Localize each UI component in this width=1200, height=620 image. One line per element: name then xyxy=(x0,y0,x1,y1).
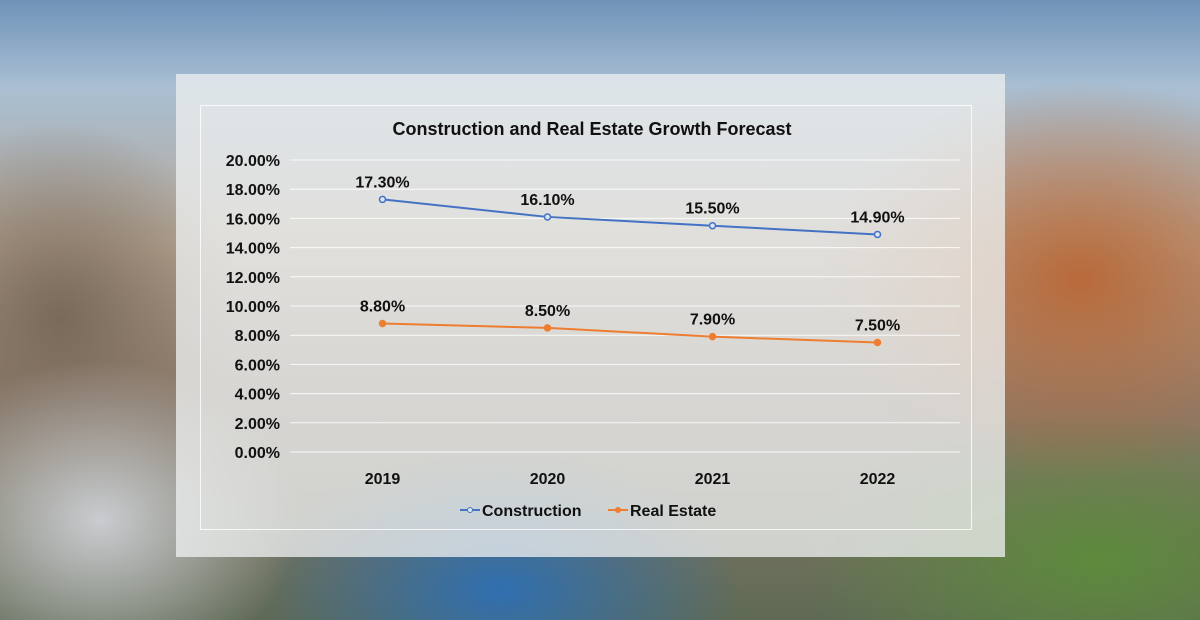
y-tick-label: 16.00% xyxy=(226,211,280,228)
x-tick-label: 2020 xyxy=(530,471,566,488)
chart-title: Construction and Real Estate Growth Fore… xyxy=(392,119,791,139)
x-tick-label: 2019 xyxy=(365,471,401,488)
y-tick-label: 2.00% xyxy=(235,416,280,433)
y-tick-label: 12.00% xyxy=(226,270,280,287)
y-tick-label: 14.00% xyxy=(226,241,280,258)
data-label: 8.80% xyxy=(360,299,405,316)
y-tick-label: 6.00% xyxy=(235,357,280,374)
data-point xyxy=(873,338,882,347)
legend-label: Real Estate xyxy=(630,503,716,520)
data-label: 7.90% xyxy=(690,312,735,329)
data-label: 8.50% xyxy=(525,303,570,320)
y-tick-label: 4.00% xyxy=(235,387,280,404)
chart-frame xyxy=(200,105,972,530)
series-line-construction xyxy=(382,198,878,236)
legend-marker xyxy=(615,507,621,513)
data-label: 7.50% xyxy=(855,318,900,335)
chart-panel xyxy=(176,74,1005,557)
x-tick-label: 2021 xyxy=(695,471,731,488)
data-point xyxy=(543,213,552,221)
data-point xyxy=(543,324,552,332)
series-line-real-estate xyxy=(382,322,878,344)
data-label: 16.10% xyxy=(520,192,574,209)
y-tick-label: 18.00% xyxy=(226,182,280,199)
data-point xyxy=(378,319,387,328)
data-point xyxy=(708,332,717,341)
data-point xyxy=(873,230,882,239)
data-label: 15.50% xyxy=(685,201,739,218)
y-tick-label: 10.00% xyxy=(226,299,280,316)
legend-marker xyxy=(467,507,473,513)
y-tick-label: 8.00% xyxy=(235,328,280,345)
data-point xyxy=(708,221,717,230)
x-tick-label: 2022 xyxy=(860,471,896,488)
data-label: 14.90% xyxy=(850,209,904,226)
y-tick-label: 20.00% xyxy=(226,153,280,170)
legend-label: Construction xyxy=(482,503,582,520)
y-tick-label: 0.00% xyxy=(235,445,280,462)
data-label: 17.30% xyxy=(355,174,409,191)
data-point xyxy=(378,195,387,204)
